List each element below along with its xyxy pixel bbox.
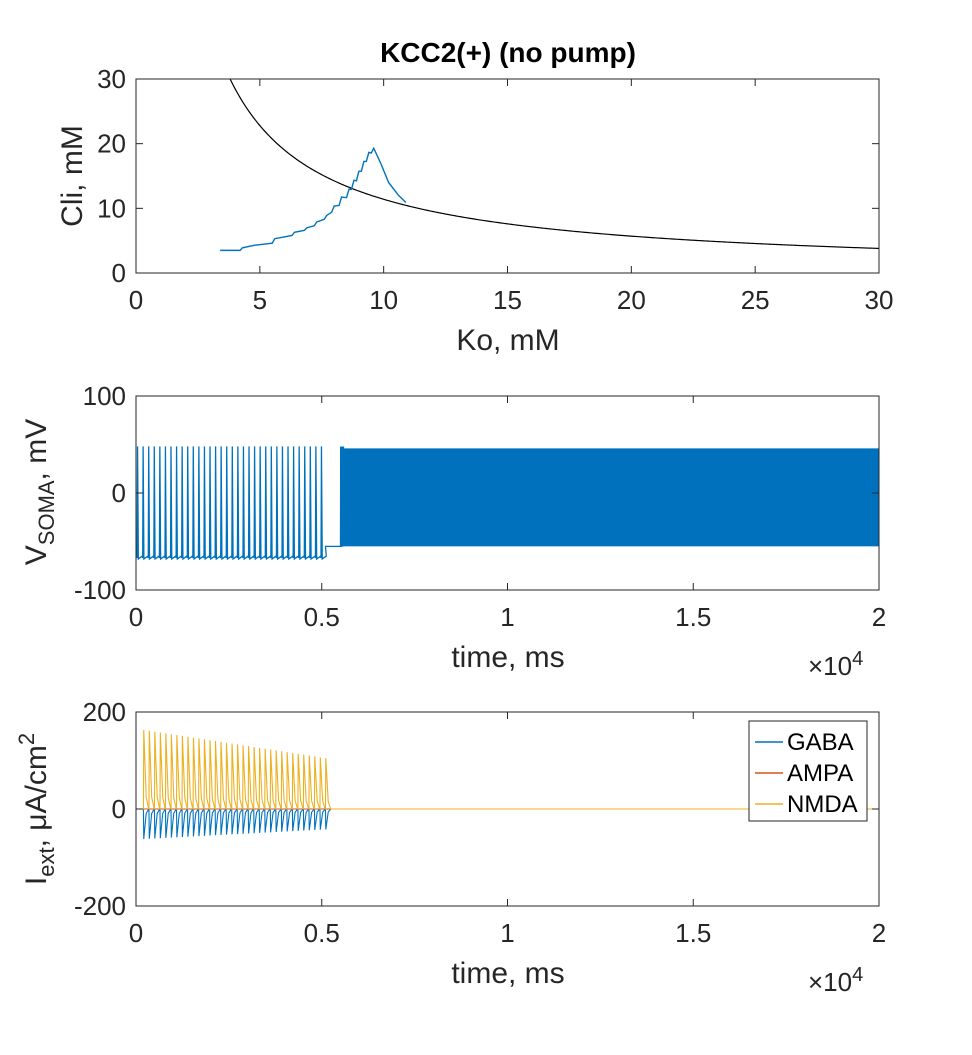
panel-3-exponent-base: ×10 <box>808 967 852 997</box>
trajectory-line <box>220 146 407 252</box>
panel-3-y-label-sup: 2 <box>14 733 39 745</box>
x-tick-label: 2 <box>872 602 886 632</box>
x-tick-label: 0.5 <box>304 918 340 948</box>
x-tick-label: 25 <box>741 285 770 315</box>
equilibrium-curve <box>229 79 879 250</box>
nmda-trace <box>136 729 879 810</box>
legend-label-ampa: AMPA <box>787 760 853 787</box>
legend-label-gaba: GABA <box>787 729 854 756</box>
y-tick-label: 10 <box>97 193 126 223</box>
y-tick-label: 0 <box>112 794 126 824</box>
panel-3-y-label-tail: , μA/cm <box>20 745 53 847</box>
panel-3-x-label: time, ms <box>451 957 564 990</box>
x-tick-label: 0.5 <box>304 602 340 632</box>
panel-1-y-label: Cli, mM <box>56 125 89 227</box>
panel-1-x-label: Ko, mM <box>456 324 559 357</box>
x-tick-label: 0 <box>129 602 143 632</box>
panel-2-x-exponent: ×104 <box>808 648 863 681</box>
y-tick-label: 0 <box>112 478 126 508</box>
x-tick-label: 2 <box>872 918 886 948</box>
chart-title: KCC2(+) (no pump) <box>380 37 636 68</box>
panel-2-y-label-tail: , mV <box>20 419 53 481</box>
y-tick-label: 0 <box>112 258 126 288</box>
panel-2-x-label: time, ms <box>451 641 564 674</box>
panel-3-y-label: Iext, μA/cm2 <box>14 733 59 885</box>
panel-3-y-label-sub: ext <box>34 847 59 876</box>
panel-2-exponent-base: ×10 <box>808 651 852 681</box>
voltage-trace <box>136 446 343 561</box>
voltage-band-onset <box>339 446 345 547</box>
y-tick-label: 200 <box>83 697 126 727</box>
x-tick-label: 15 <box>493 285 522 315</box>
x-tick-label: 0 <box>129 918 143 948</box>
panel-3-exponent-power: 4 <box>852 964 863 986</box>
panel-2-y-label-main: V <box>20 545 53 565</box>
y-tick-label: 30 <box>97 64 126 94</box>
y-tick-label: -100 <box>74 575 126 605</box>
panel-3-plot-area <box>136 729 879 840</box>
panel-2-y-label: VSOMA, mV <box>20 419 59 565</box>
x-tick-label: 20 <box>617 285 646 315</box>
panel-2-plot-area <box>136 446 879 561</box>
panel-1-plot-area <box>220 79 879 252</box>
panel-1-cli-vs-ko: 0 5 10 15 20 25 30 0 10 20 30 Ko, mM Cli, mM <box>56 64 893 357</box>
voltage-dense-band <box>340 448 879 547</box>
legend: GABA AMPA NMDA <box>748 720 868 822</box>
x-tick-label: 1 <box>500 918 514 948</box>
legend-items: GABA AMPA NMDA <box>755 729 858 818</box>
y-tick-label: -200 <box>74 891 126 921</box>
x-tick-label: 0 <box>129 285 143 315</box>
x-tick-label: 30 <box>865 285 894 315</box>
x-tick-label: 1 <box>500 602 514 632</box>
panel-3-y-label-main: I <box>20 877 53 885</box>
legend-label-nmda: NMDA <box>787 791 858 818</box>
panel-1-ticks: 0 5 10 15 20 25 30 0 10 20 30 <box>97 64 893 315</box>
panel-2-exponent-power: 4 <box>852 648 863 670</box>
x-tick-label: 1.5 <box>675 918 711 948</box>
y-tick-label: 100 <box>83 381 126 411</box>
y-tick-label: 20 <box>97 129 126 159</box>
panel-3-x-exponent: ×104 <box>808 964 863 997</box>
x-tick-label: 10 <box>369 285 398 315</box>
x-tick-label: 5 <box>253 285 267 315</box>
x-tick-label: 1.5 <box>675 602 711 632</box>
panel-2-y-label-sub: SOMA <box>34 480 59 545</box>
